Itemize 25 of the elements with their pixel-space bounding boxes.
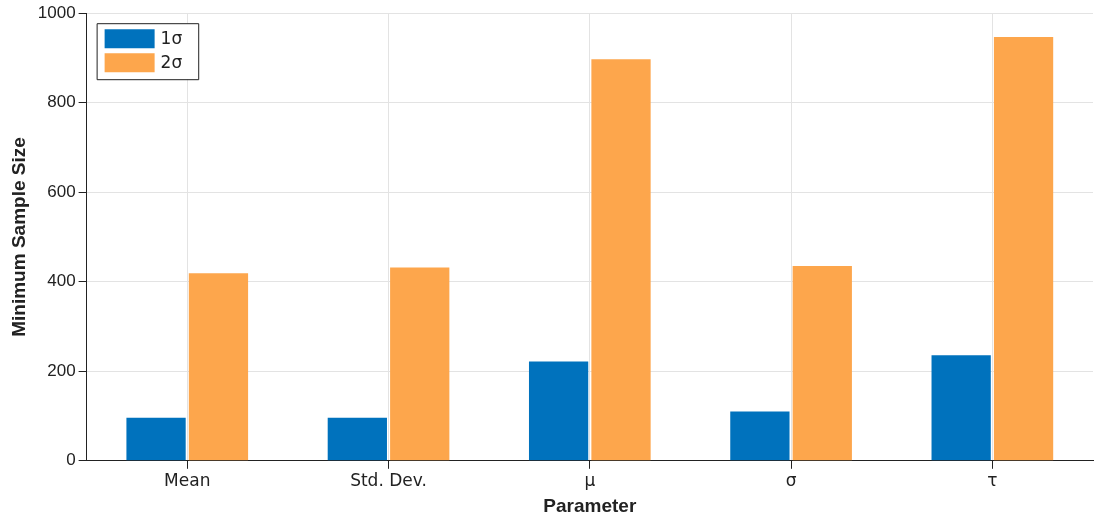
- bar: [528, 361, 589, 461]
- x-tick-label: μ: [584, 470, 596, 491]
- y-axis-title: Minimum Sample Size: [7, 137, 29, 337]
- y-tick-label: 800: [47, 92, 76, 112]
- y-tick-label: 1000: [37, 2, 76, 22]
- legend-label: 2σ: [160, 51, 183, 72]
- bar: [390, 267, 450, 461]
- y-tick-label: 600: [47, 181, 76, 201]
- bar: [327, 417, 387, 461]
- bar: [188, 273, 249, 461]
- bar: [730, 411, 790, 461]
- x-axis-title: Parameter: [543, 494, 637, 516]
- bar: [993, 36, 1054, 461]
- x-tick-label: τ: [987, 470, 998, 491]
- x-tick-label: σ: [785, 470, 797, 491]
- x-tick-label: Mean: [164, 470, 211, 491]
- legend-label: 1σ: [160, 27, 183, 48]
- y-tick-label: 0: [66, 450, 76, 470]
- x-tick-label: Std. Dev.: [350, 470, 427, 491]
- bar: [126, 417, 186, 461]
- bar: [591, 59, 651, 461]
- y-tick-label: 200: [47, 360, 76, 380]
- bar: [931, 355, 991, 461]
- y-tick-label: 400: [47, 271, 76, 291]
- bar: [792, 266, 852, 461]
